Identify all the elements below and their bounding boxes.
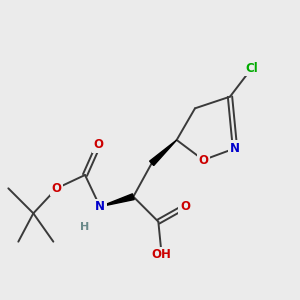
Text: N: N xyxy=(230,142,240,155)
Polygon shape xyxy=(100,194,134,207)
Polygon shape xyxy=(150,140,177,166)
Text: O: O xyxy=(93,139,103,152)
Text: O: O xyxy=(180,200,190,213)
Text: O: O xyxy=(198,154,208,166)
Text: H: H xyxy=(80,222,90,232)
Text: N: N xyxy=(95,200,105,213)
Text: Cl: Cl xyxy=(245,62,258,75)
Text: O: O xyxy=(52,182,62,195)
Text: OH: OH xyxy=(152,248,172,262)
